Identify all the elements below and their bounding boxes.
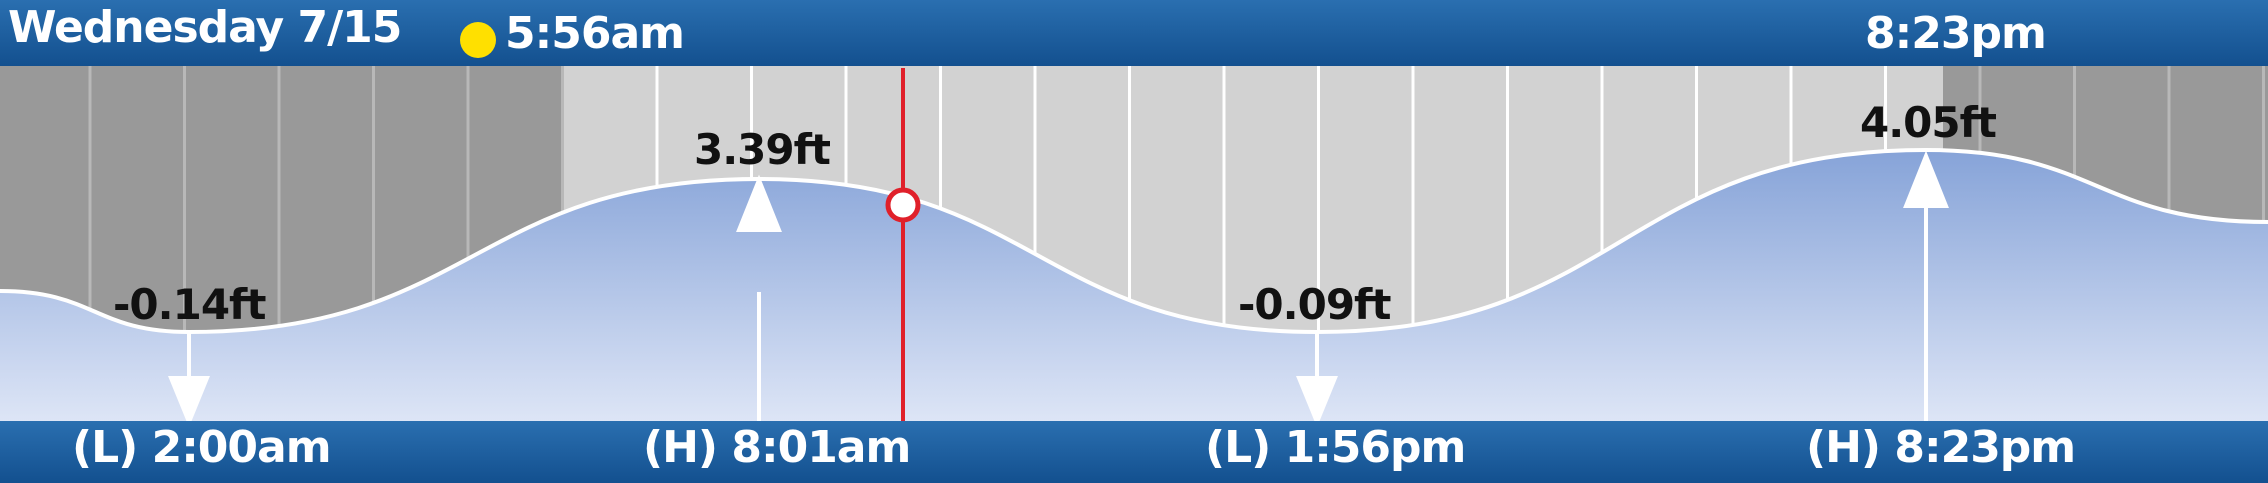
tide-time-label: (L) 2:00am (72, 422, 331, 473)
tide-time-label: (L) 1:56pm (1205, 422, 1465, 473)
sun-icon (460, 22, 496, 58)
tide-height-label: -0.09ft (1238, 280, 1390, 329)
tide-height-label: 4.05ft (1860, 98, 1996, 147)
tide-height-label: 3.39ft (694, 125, 830, 174)
date-label: Wednesday 7/15 (8, 2, 401, 53)
tide-height-label: -0.14ft (113, 280, 265, 329)
tide-time-label: (H) 8:01am (643, 422, 910, 473)
sunrise-time: 5:56am (505, 8, 684, 59)
current-time-marker (888, 190, 918, 220)
moon-icon (1818, 20, 1854, 56)
header-bar: Wednesday 7/15 5:56am 8:23pm (0, 0, 2268, 66)
sunset-time: 8:23pm (1865, 8, 2046, 59)
tide-time-label: (H) 8:23pm (1806, 422, 2075, 473)
